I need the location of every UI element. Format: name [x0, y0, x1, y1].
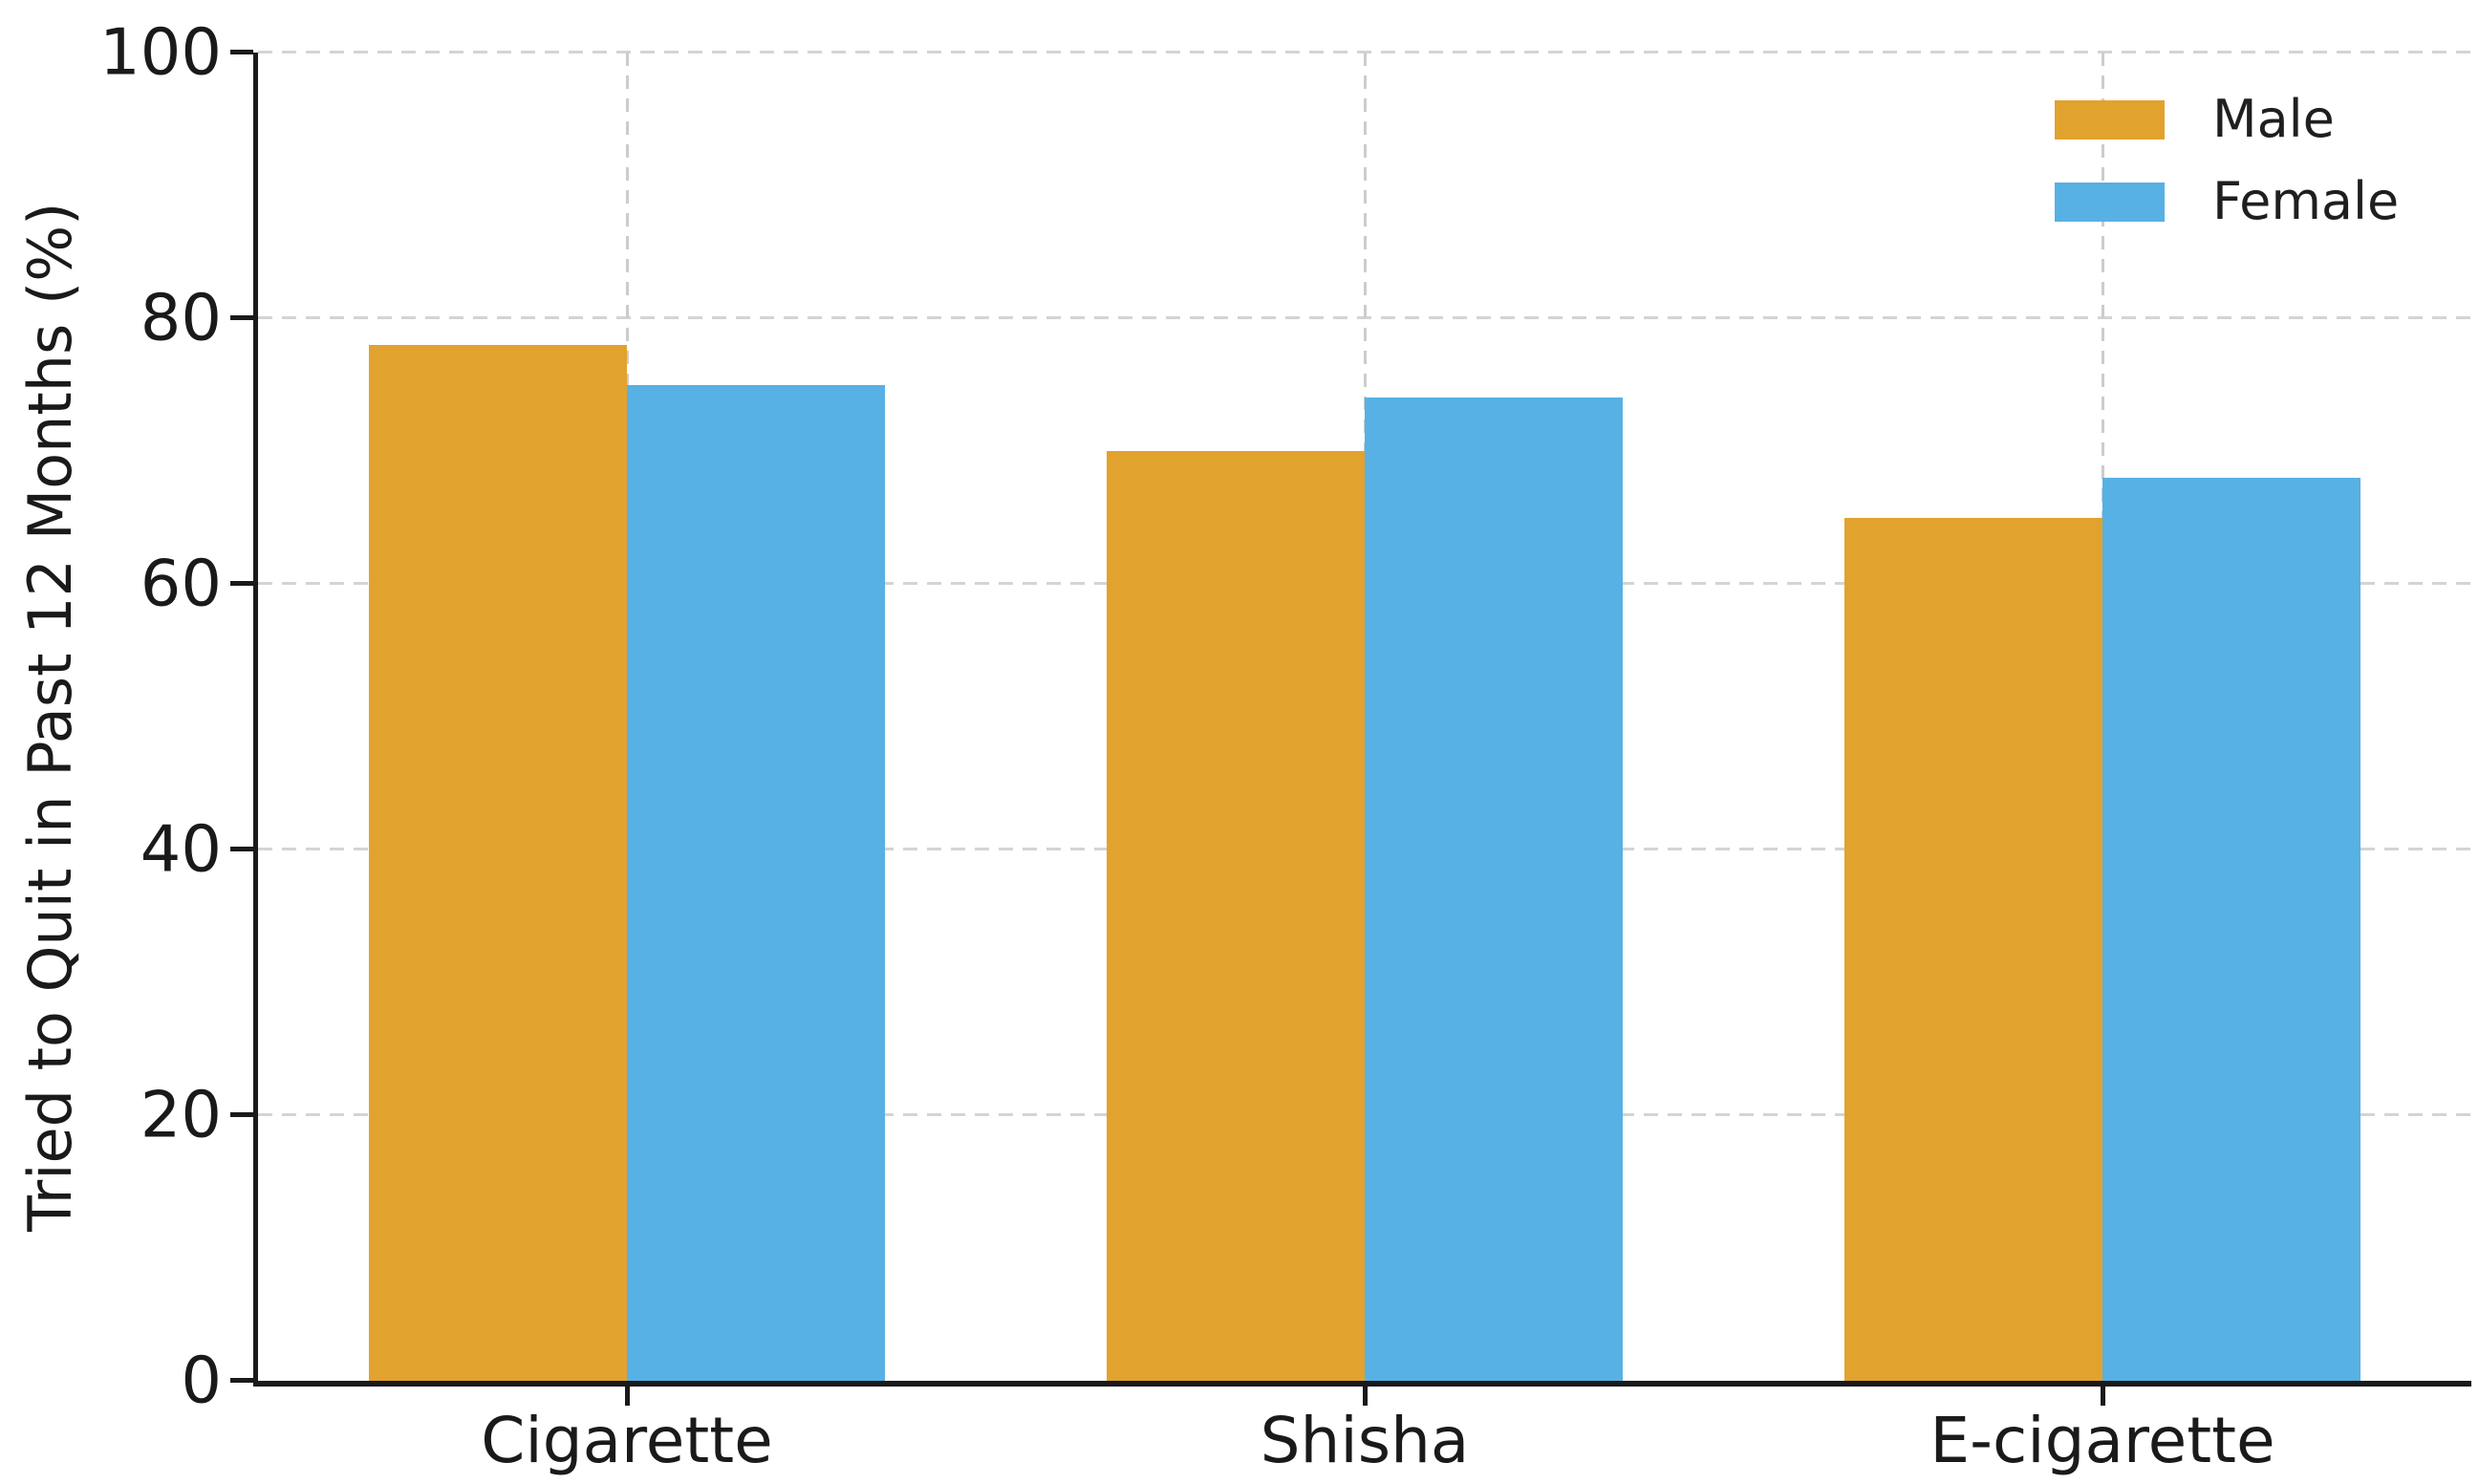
plot-area [230, 50, 2471, 1406]
x-tick-label-shisha: Shisha [1260, 1404, 1470, 1477]
legend: Male Female [2055, 94, 2399, 227]
y-tick-label-100: 100 [99, 14, 222, 90]
x-axis-tick-labels: Cigarette Shisha E-cigarette [258, 1403, 2471, 1484]
y-tick-mark-0 [230, 1378, 253, 1383]
y-tick-label-80: 80 [140, 280, 222, 355]
x-tick-mark-shisha [1363, 1387, 1368, 1406]
bar-female-shisha [1365, 398, 1624, 1381]
legend-swatch-female [2055, 182, 2165, 222]
y-axis-spine [253, 53, 258, 1387]
bar-female-cigarette [627, 384, 886, 1381]
bar-male-e-cigarette [1843, 517, 2102, 1381]
y-tick-mark-40 [230, 847, 253, 851]
bar-male-shisha [1106, 451, 1365, 1381]
bar-male-cigarette [368, 344, 627, 1381]
y-tick-label-60: 60 [140, 546, 222, 621]
legend-item-female: Female [2055, 176, 2399, 227]
x-axis-spine [253, 1381, 2471, 1387]
y-tick-label-0: 0 [181, 1343, 222, 1418]
y-tick-mark-100 [230, 50, 253, 54]
y-tick-mark-20 [230, 1112, 253, 1117]
y-tick-mark-80 [230, 315, 253, 320]
legend-swatch-male [2055, 99, 2165, 140]
x-tick-mark-cigarette [624, 1387, 630, 1406]
legend-item-male: Male [2055, 94, 2399, 145]
x-tick-mark-e-cigarette [2101, 1387, 2105, 1406]
legend-label-male: Male [2212, 89, 2335, 149]
h-gridline-100 [258, 51, 2471, 54]
y-tick-label-40: 40 [140, 811, 222, 887]
y-axis-tick-labels: 0 20 40 60 80 100 [0, 20, 222, 1412]
x-tick-label-cigarette: Cigarette [481, 1404, 773, 1477]
legend-label-female: Female [2212, 171, 2400, 231]
y-tick-label-20: 20 [140, 1077, 222, 1152]
bar-female-e-cigarette [2102, 477, 2361, 1381]
x-tick-label-e-cigarette: E-cigarette [1929, 1404, 2275, 1477]
y-tick-mark-60 [230, 581, 253, 586]
